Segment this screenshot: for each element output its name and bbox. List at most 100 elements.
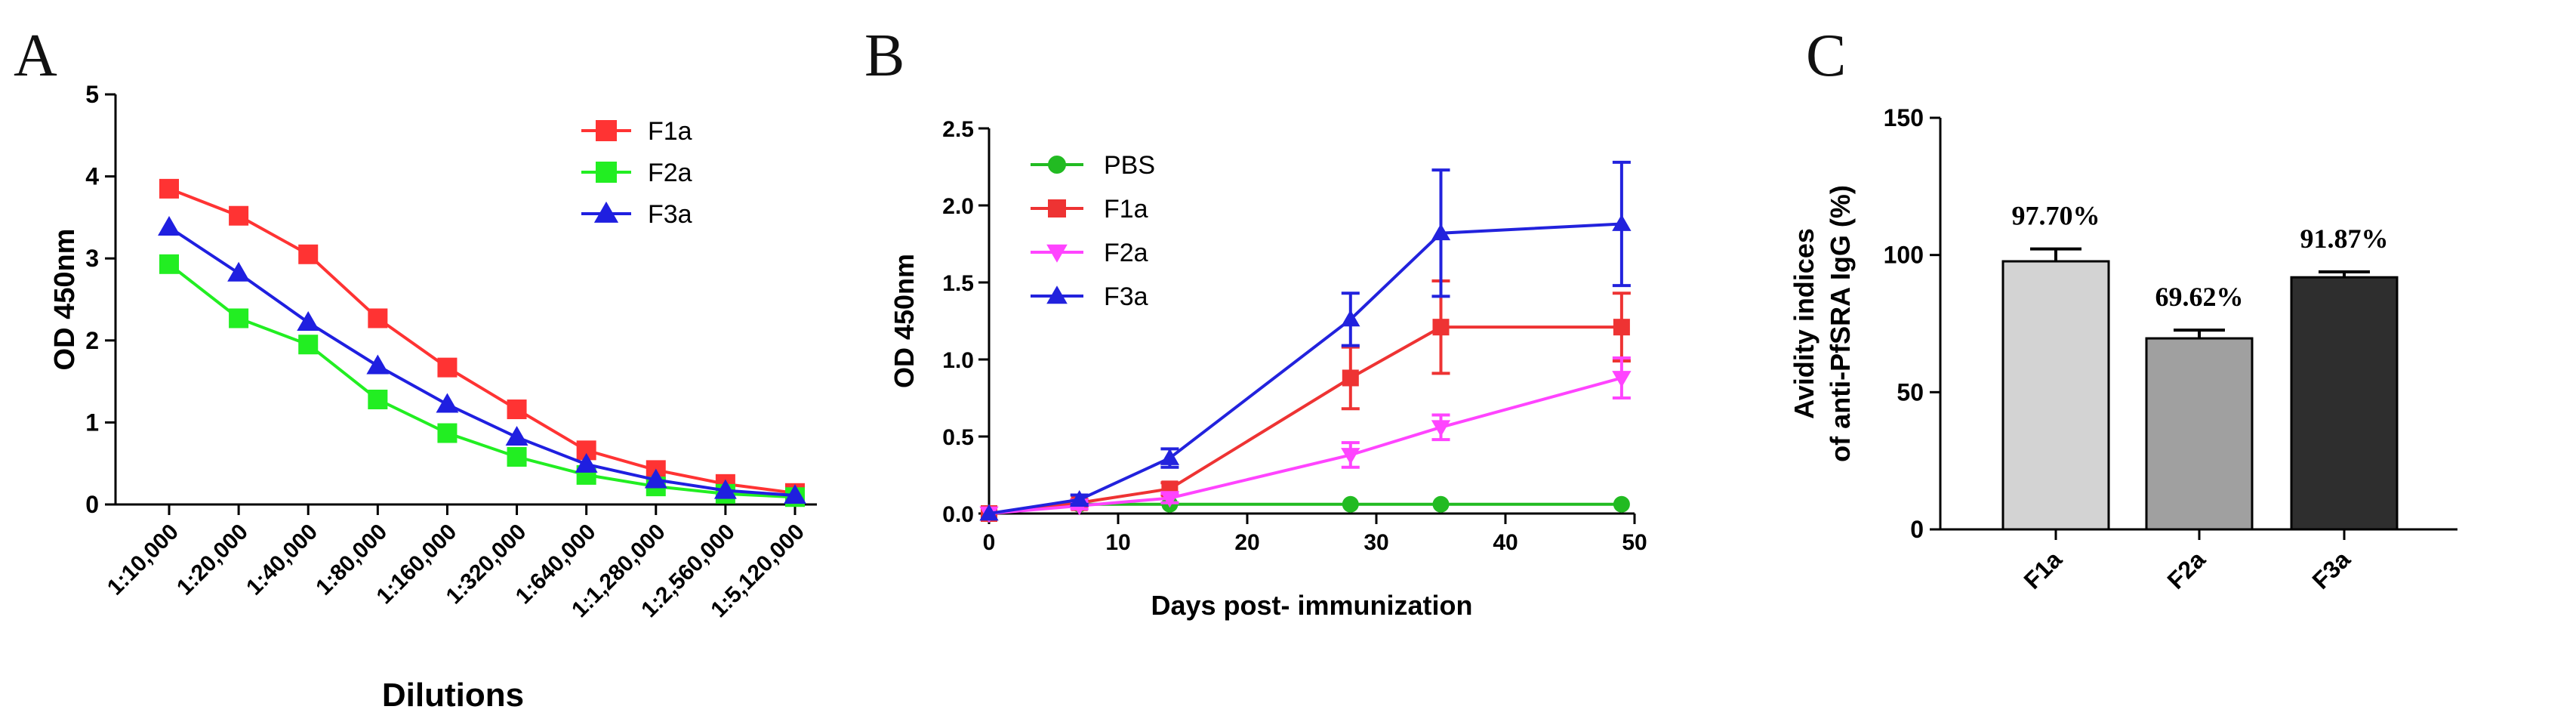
y-tick-label: 1.5 (942, 271, 974, 296)
y-tick-label: 1 (85, 409, 99, 436)
data-point-F3a (644, 468, 667, 489)
data-point-F3a (227, 261, 251, 282)
y-tick-label: 0 (1910, 516, 1924, 543)
bar-F2a (2145, 337, 2254, 531)
y-tick-label: 150 (1884, 104, 1924, 131)
data-label: 69.62% (2155, 282, 2244, 312)
legend-label: F1a (648, 117, 692, 146)
legend-label: F2a (1104, 239, 1148, 267)
y-tick-label: 2.5 (942, 117, 974, 142)
chart-a-dilution-curves: 0123451:10,0001:20,0001:40,0001:80,0001:… (49, 81, 817, 714)
data-point-F3a (436, 393, 459, 413)
legend-marker (1048, 156, 1066, 174)
series-line-F2a (988, 376, 1622, 515)
x-tick-label: 10 (1105, 530, 1130, 555)
legend-marker (596, 162, 617, 183)
data-point-F2a (507, 447, 527, 467)
data-point-F3a (366, 354, 390, 375)
data-point-F2a (229, 308, 249, 329)
data-point-PBS (1613, 495, 1630, 513)
y-tick-label: 3 (85, 245, 99, 272)
panel-letter-c: C (1806, 23, 1846, 89)
data-point-F3a (1612, 214, 1632, 231)
chart-b-time-course: 0.0 0.5 1.0 1.5 2.0 2.5 0 10 20 30 40 50 OD 450nm Day… (889, 117, 1647, 621)
y-axis-title-line-2: of anti-PfSRA IgG (%) (1825, 185, 1856, 462)
series-line-F3a (988, 222, 1622, 515)
data-point-F3a (1431, 224, 1451, 241)
data-point-F1a (1432, 319, 1450, 336)
x-tick-label: 50 (1622, 530, 1647, 555)
legend-label: F3a (648, 200, 692, 229)
chart-c-avidity-bars: 0 50 100 150 Avidity indices of anti-PfSRA Ig… (1789, 104, 2457, 594)
data-point-F2a (1431, 420, 1451, 437)
series-line-F2a (168, 263, 796, 499)
data-point-F3a (1070, 489, 1089, 507)
data-point-F3a (505, 425, 528, 446)
data-point-F1a (159, 178, 179, 199)
data-point-F3a (784, 484, 806, 504)
legend-marker (1046, 285, 1068, 304)
data-point-F3a (713, 479, 737, 499)
x-tick-label: F3a (2307, 545, 2356, 594)
data-point-F2a (1341, 448, 1360, 465)
data-point-F3a (1341, 310, 1360, 327)
data-point-F3a (575, 452, 598, 473)
y-axis-title: OD 450nm (49, 229, 81, 371)
x-tick-label: 1:10,000 (103, 520, 183, 600)
panel-letter-a: A (14, 23, 57, 89)
y-tick-label: 4 (85, 163, 99, 190)
data-point-F1a (1613, 319, 1630, 336)
data-point-F2a (437, 423, 458, 443)
x-tick-label: F1a (2019, 545, 2068, 594)
x-tick-label: 1:40,000 (242, 520, 322, 600)
x-tick-label: 1:20,000 (172, 520, 253, 600)
data-point-F3a (1160, 448, 1180, 465)
y-tick-label: 0.5 (942, 425, 974, 450)
y-axis-title: OD 450nm (889, 254, 920, 388)
data-point-PBS (1432, 495, 1450, 513)
bar-F3a (2290, 276, 2399, 531)
y-axis-title-line-1: Avidity indices (1789, 228, 1820, 419)
x-tick-label: 0 (983, 530, 996, 555)
data-label: 91.87% (2300, 224, 2389, 254)
legend-marker (596, 120, 617, 141)
data-point-F1a (298, 244, 319, 264)
series-line-F1a (168, 187, 796, 495)
legend-marker (1046, 244, 1068, 263)
y-tick-label: 0 (85, 491, 99, 518)
legend-label: PBS (1104, 151, 1155, 180)
series-line-F3a (168, 226, 796, 498)
data-point-F1a (437, 357, 458, 378)
data-point-F2a (368, 389, 388, 409)
legend-marker (593, 201, 619, 223)
y-tick-label: 100 (1884, 242, 1924, 269)
legend-marker (1048, 199, 1066, 217)
data-point-F1a (229, 205, 249, 226)
panel-letter-b: B (864, 23, 904, 89)
y-tick-label: 0.0 (942, 502, 974, 527)
data-point-F2a (159, 254, 179, 274)
x-tick-label: 30 (1363, 530, 1388, 555)
data-point-F2a (1612, 371, 1632, 388)
x-axis-title: Dilutions (382, 677, 524, 714)
y-tick-label: 2.0 (942, 194, 974, 219)
x-tick-label: F2a (2162, 545, 2211, 594)
data-point-F2a (298, 335, 319, 355)
data-point-F1a (1342, 369, 1359, 387)
y-tick-label: 2 (85, 327, 99, 354)
series-line-F1a (988, 325, 1622, 515)
x-tick-label: 20 (1234, 530, 1259, 555)
y-tick-label: 5 (85, 81, 99, 108)
data-point-F3a (979, 504, 999, 521)
y-tick-label: 1.0 (942, 348, 974, 373)
data-point-F3a (158, 215, 180, 236)
x-axis-title: Days post- immunization (1151, 590, 1472, 621)
data-label: 97.70% (2012, 201, 2100, 231)
data-point-F2a (1160, 491, 1180, 508)
data-point-PBS (1342, 495, 1359, 513)
data-point-F1a (507, 399, 527, 420)
legend-label: F3a (1104, 282, 1148, 311)
bar-F1a (2001, 260, 2110, 531)
legend-label: F2a (648, 159, 692, 187)
